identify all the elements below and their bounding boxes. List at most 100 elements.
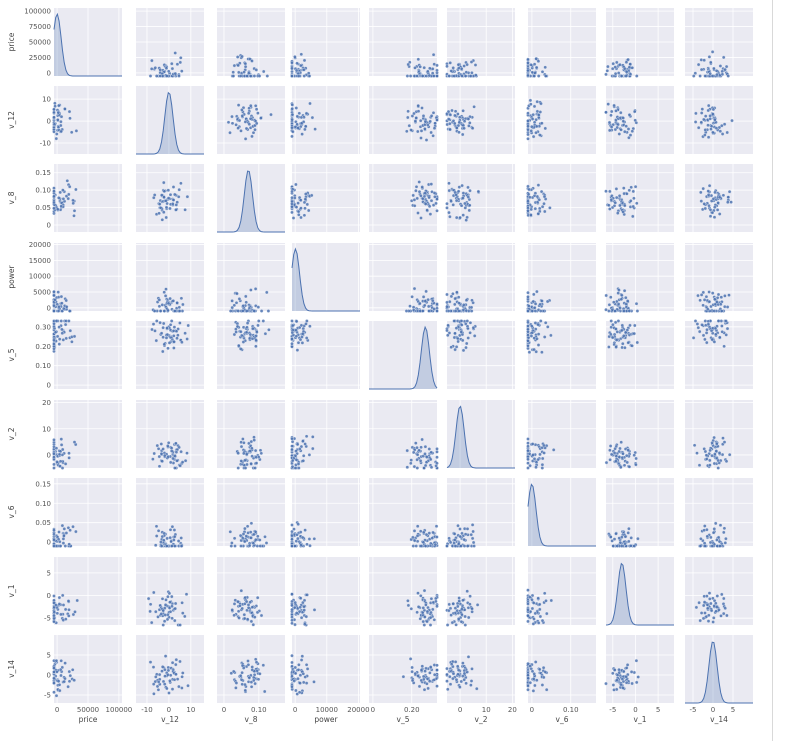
y-axis-label: v_14 [7,660,16,678]
scatter-point [57,595,62,600]
scatter-point [248,530,253,534]
scatter-point [290,189,294,194]
scatter-point [415,74,419,78]
x-tick-label: 0 [222,706,226,714]
scatter-point [692,74,696,78]
scatter-point [160,597,165,601]
scatter-point [421,606,426,610]
scatter-point [530,124,534,129]
y-tick-label: 0.10 [35,500,51,508]
scatter-point [305,319,309,323]
x-axis-label: v_2 [475,715,488,724]
x-tick-label: 20 [508,706,517,714]
scatter-point [157,464,162,469]
scatter-point [705,327,709,332]
scatter-point [239,678,244,682]
scatter-point [462,668,467,673]
x-axis-label: v_6 [556,715,569,724]
scatter-point [59,294,64,299]
scatter-point [617,667,621,672]
scatter-point [61,188,65,192]
scatter-point [164,215,168,220]
panel-v_12-vs-v_2 [445,86,515,154]
scatter-point [426,297,430,302]
scatter-point [539,319,543,323]
scatter-point [412,286,417,291]
x-tick-label: 0 [167,706,171,714]
scatter-point [468,121,472,125]
scatter-point [432,126,437,130]
scatter-point [303,124,308,129]
scatter-point [52,130,56,134]
scatter-point [173,534,177,539]
scatter-point [538,309,543,313]
scatter-point [68,673,73,678]
scatter-point [534,65,539,70]
scatter-point [634,680,639,685]
scatter-point [429,465,434,470]
scatter-point [243,595,247,600]
scatter-point [462,544,467,548]
scatter-point [450,620,455,625]
panel-v_5-vs-v_1 [606,319,674,389]
x-tick-label: 0 [293,706,297,714]
scatter-point [715,544,720,548]
scatter-point [533,309,538,313]
scatter-point [173,601,178,606]
scatter-point [60,593,65,598]
x-tick-label: 0 [458,706,462,714]
kde-fill [292,249,360,311]
scatter-point [251,326,255,331]
scatter-point [247,543,252,548]
scatter-point [62,306,66,311]
panel-power-vs-v_12 [136,243,204,313]
scatter-point [621,686,625,690]
scatter-point [423,615,427,619]
y-axis-label: v_1 [7,584,16,597]
scatter-point [232,613,236,618]
scatter-point [294,328,298,333]
scatter-point [724,319,728,323]
scatter-point [296,676,300,681]
scatter-point [236,451,240,455]
scatter-point [698,618,702,623]
scatter-point [723,606,727,610]
panel-v_5-vs-v_5 [369,321,438,390]
scatter-point [423,202,428,206]
panel-background [685,557,753,625]
scatter-point [236,609,241,614]
scatter-point [180,601,184,605]
panel-v_5-vs-power [290,319,360,389]
scatter-point [172,544,177,548]
scatter-point [607,120,612,125]
panel-price-vs-v_6 [526,8,596,78]
scatter-point [296,668,301,672]
scatter-point [435,118,439,122]
x-tick-label: 10 [186,706,195,714]
scatter-point [415,196,419,201]
scatter-point [612,451,617,455]
scatter-point [254,121,259,126]
scatter-point [62,534,66,538]
y-tick-label: -5 [44,615,51,623]
scatter-point [542,443,546,448]
scatter-point [706,193,711,197]
scatter-point [67,192,71,197]
scatter-point [186,323,190,328]
scatter-point [302,604,306,609]
scatter-point [311,435,315,439]
scatter-point [244,452,249,456]
scatter-point [699,67,704,72]
scatter-point [290,319,294,323]
scatter-point [635,340,640,345]
panel-v_6-vs-v_8 [217,478,285,548]
scatter-point [148,602,153,607]
scatter-point [695,451,699,455]
scatter-point [298,673,303,677]
scatter-point [435,684,439,688]
scatter-point [624,453,629,458]
scatter-point [466,185,470,190]
scatter-point [445,292,449,297]
scatter-point [453,302,457,307]
scatter-point [59,659,63,663]
